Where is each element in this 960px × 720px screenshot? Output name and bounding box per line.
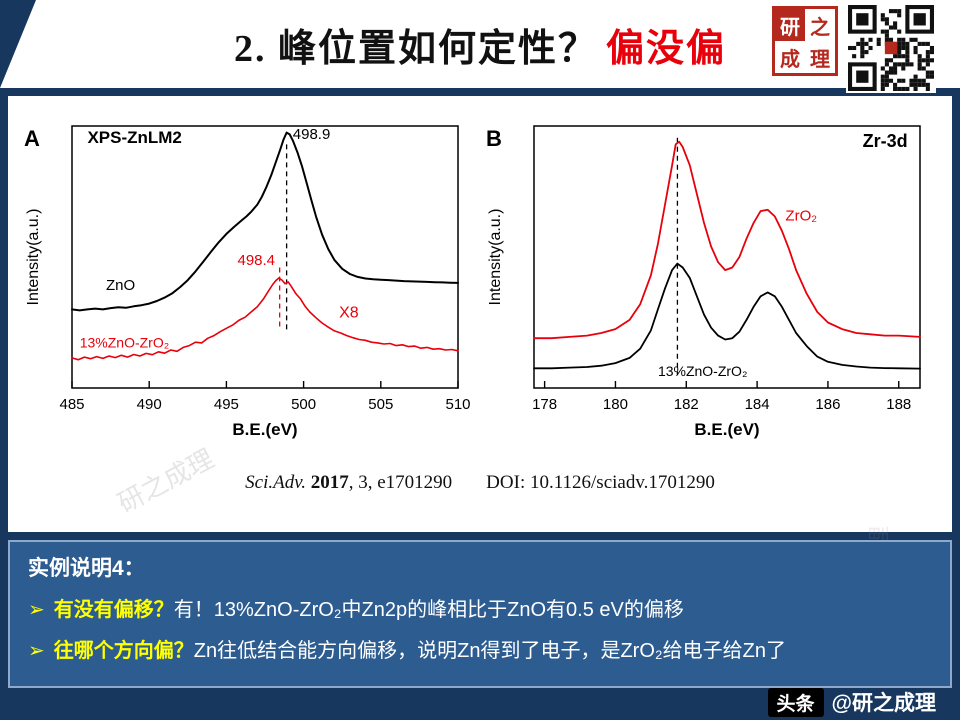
- title-row: 2. 峰位置如何定性？ 偏没偏: [0, 0, 960, 88]
- svg-text:Intensity(a.u.): Intensity(a.u.): [25, 209, 42, 306]
- citation: Sci.Adv. 2017, 3, e1701290 DOI: 10.1126/s…: [8, 472, 952, 494]
- chart-zr3d: 178 180 182 184 186 188 B.E.(eV) Intensity(a.u.…: [486, 125, 921, 439]
- svg-text:178: 178: [532, 396, 557, 413]
- svg-text:13%ZnO-ZrO₂: 13%ZnO-ZrO₂: [80, 334, 169, 350]
- qr-code-pattern: [848, 5, 934, 91]
- svg-text:186: 186: [815, 396, 840, 413]
- text-segment: 往哪个方向偏？: [53, 640, 194, 662]
- info-box: 实例说明4： ➢ 有没有偏移？有！13%ZnO-ZrO₂中Zn2p的峰相比于ZnO…: [8, 540, 952, 688]
- charts-panel: 485 490 495 500 505 510 B.E.(eV) Intensity(a.u.…: [8, 96, 952, 614]
- svg-text:B.E.(eV): B.E.(eV): [694, 420, 759, 439]
- qr-code: [846, 3, 936, 93]
- svg-text:Zr-3d: Zr-3d: [863, 131, 908, 151]
- text-segment: Sci.Adv.: [245, 472, 306, 493]
- svg-text:490: 490: [137, 396, 162, 413]
- svg-text:188: 188: [886, 396, 911, 413]
- bullet-item: ➢ 有没有偏移？有！13%ZnO-ZrO₂中Zn2p的峰相比于ZnO有0.5 eV…: [28, 597, 932, 623]
- text-segment: Zn往低结合能方向偏移，说明Zn得到了电子，是ZrO₂给电子给Zn了: [193, 640, 786, 662]
- footer-handle: @研之成理: [831, 692, 936, 715]
- toutiao-badge: 头条: [767, 687, 824, 717]
- yanzhichengli-logo: 研之成理: [772, 6, 838, 76]
- page-title: 2. 峰位置如何定性？ 偏没偏: [234, 17, 726, 72]
- bullet-text: 往哪个方向偏？Zn往低结合能方向偏移，说明Zn得到了电子，是ZrO₂给电子给Zn…: [54, 638, 786, 664]
- logo-char: 成: [780, 48, 800, 71]
- bullet-text: 有没有偏移？有！13%ZnO-ZrO₂中Zn2p的峰相比于ZnO有0.5 eV的…: [54, 597, 684, 623]
- chart-xps-znlm2: 485 490 495 500 505 510 B.E.(eV) Intensity(a.u.…: [24, 125, 470, 439]
- svg-text:510: 510: [445, 396, 470, 413]
- info-heading: 实例说明4：: [28, 557, 145, 580]
- bullet-item: ➢ 往哪个方向偏？Zn往低结合能方向偏移，说明Zn得到了电子，是ZrO₂给电子给Z…: [28, 638, 932, 664]
- arrow-bullet-icon: ➢: [28, 640, 45, 662]
- logo-char: 研: [775, 9, 805, 41]
- svg-text:XPS-ZnLM2: XPS-ZnLM2: [87, 128, 181, 147]
- svg-text:485: 485: [59, 396, 84, 413]
- svg-text:B: B: [486, 126, 502, 151]
- svg-text:A: A: [24, 126, 40, 151]
- svg-text:505: 505: [368, 396, 393, 413]
- svg-text:182: 182: [674, 396, 699, 413]
- svg-text:X8: X8: [339, 304, 359, 321]
- text-segment: 有！13%ZnO-ZrO₂中Zn2p的峰相比于ZnO有0.5 eV的偏移: [173, 599, 684, 621]
- svg-text:B.E.(eV): B.E.(eV): [232, 420, 297, 439]
- svg-text:180: 180: [603, 396, 628, 413]
- bullet-list: ➢ 有没有偏移？有！13%ZnO-ZrO₂中Zn2p的峰相比于ZnO有0.5 eV…: [28, 597, 932, 664]
- title-black-part: 2. 峰位置如何定性？: [233, 27, 598, 70]
- text-segment: DOI: 10.1126/sciadv.1701290: [486, 472, 715, 493]
- arrow-bullet-icon: ➢: [28, 599, 45, 621]
- svg-text:498.4: 498.4: [237, 252, 275, 269]
- text-segment: 2017: [310, 472, 349, 493]
- svg-text:500: 500: [291, 396, 316, 413]
- text-segment: 有没有偏移？: [53, 599, 174, 621]
- svg-text:13%ZnO-ZrO₂: 13%ZnO-ZrO₂: [658, 363, 747, 379]
- title-red-part: 偏没偏: [606, 27, 727, 70]
- svg-text:184: 184: [745, 396, 770, 413]
- svg-text:ZrO₂: ZrO₂: [785, 207, 817, 224]
- svg-text:ZnO: ZnO: [106, 277, 135, 294]
- svg-text:Intensity(a.u.): Intensity(a.u.): [487, 209, 504, 306]
- logo-char: 理: [810, 48, 830, 71]
- footer: 头条 @研之成理: [767, 687, 936, 717]
- svg-text:498.9: 498.9: [293, 126, 331, 143]
- logo-char: 之: [810, 16, 830, 39]
- svg-text:495: 495: [214, 396, 239, 413]
- text-segment: , 3, e1701290: [348, 472, 453, 493]
- charts-row: 485 490 495 500 505 510 B.E.(eV) Intensity(a.u.…: [8, 96, 952, 448]
